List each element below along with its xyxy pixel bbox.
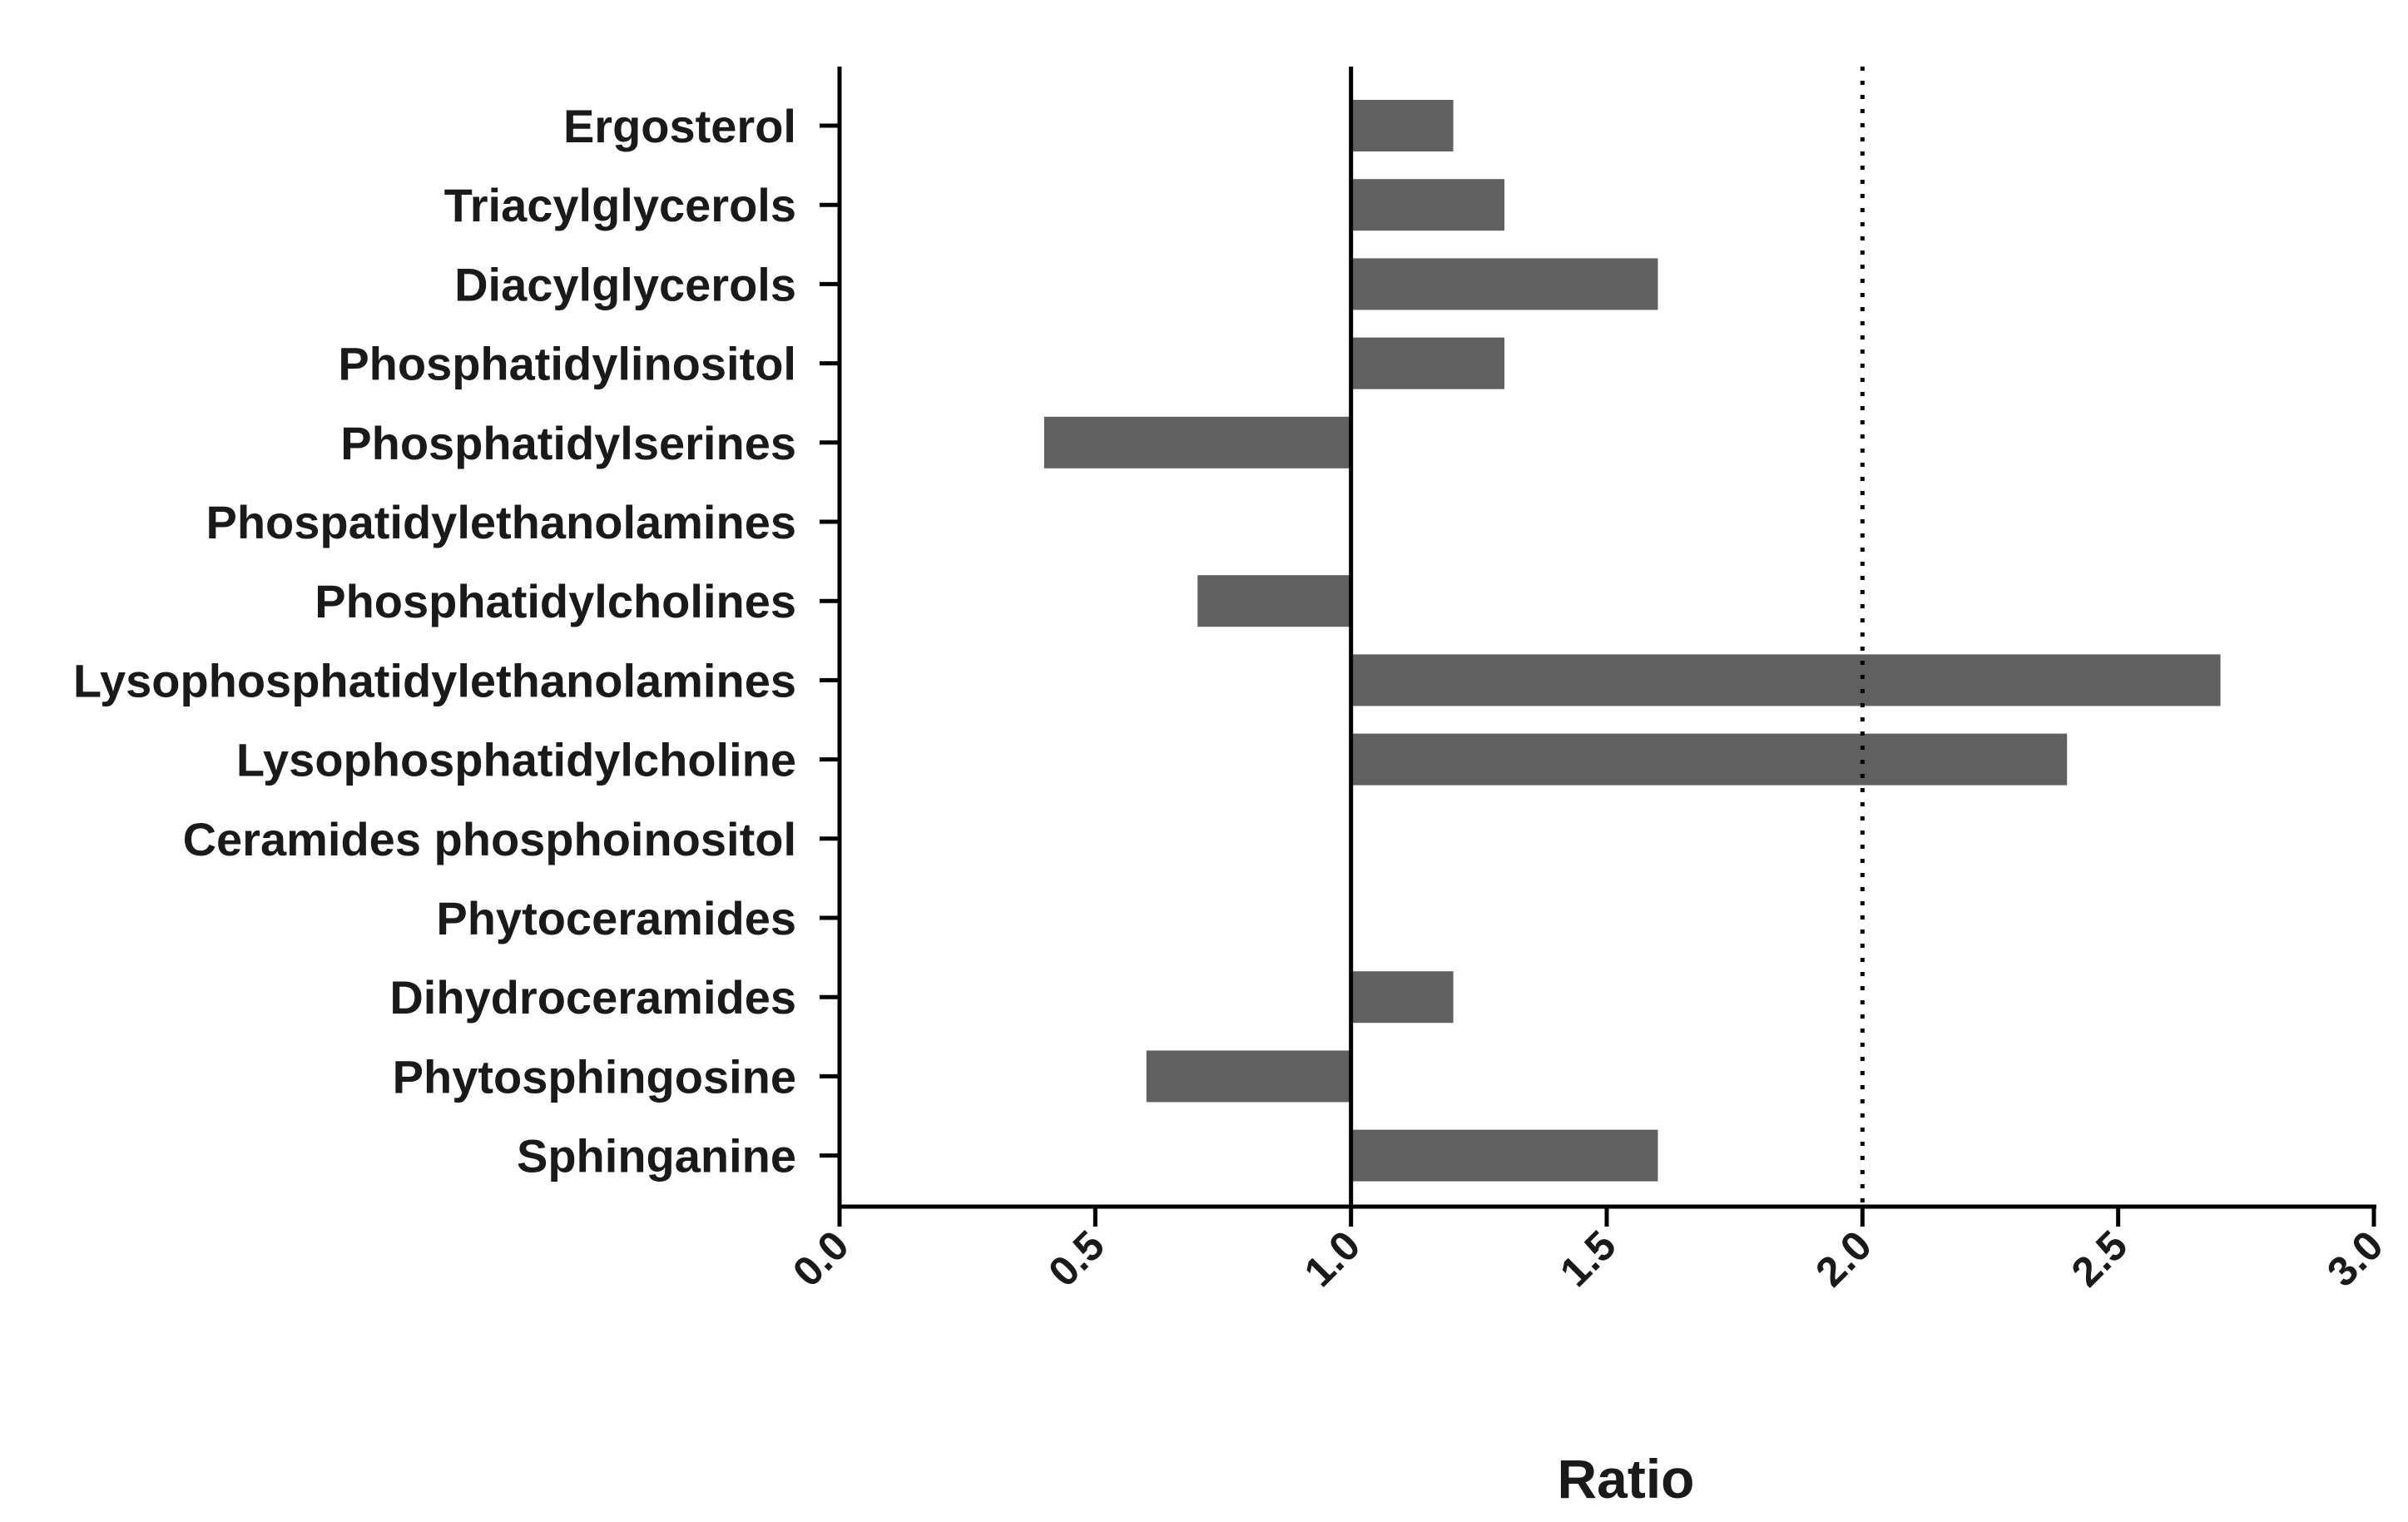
y-tick-label-ergosterol: Ergosterol <box>563 100 796 152</box>
bar-sphinganine <box>1350 1129 1658 1182</box>
y-tick-label-phytoceramides: Phytoceramides <box>436 892 796 944</box>
y-tick-label-phosphatidylcholines: Phosphatidylcholines <box>315 575 796 627</box>
reference-line-layer <box>1349 67 1865 1207</box>
y-tick-label-phospatidylethanolamines: Phospatidylethanolamines <box>206 496 797 548</box>
x-tick-label-4: 2.0 <box>1806 1222 1880 1296</box>
y-tick-label-diacylglycerols: Diacylglycerols <box>454 258 796 310</box>
x-tick-label-6: 3.0 <box>2318 1222 2392 1296</box>
x-tick-label-3: 1.5 <box>1551 1222 1625 1296</box>
bar-lysophosphatidylcholine <box>1350 733 2068 786</box>
axes-layer <box>820 67 2376 1227</box>
y-tick-label-phosphatidylserines: Phosphatidylserines <box>340 417 796 469</box>
bar-triacylglycerols <box>1350 179 1505 231</box>
y-tick-label-phosphatidylinositol: Phosphatidylinositol <box>338 338 796 390</box>
x-tick-label-5: 2.5 <box>2063 1222 2137 1296</box>
bars-layer <box>1043 100 2221 1182</box>
y-tick-label-phytosphingosine: Phytosphingosine <box>393 1050 796 1103</box>
y-tick-label-triacylglycerols: Triacylglycerols <box>444 179 796 231</box>
bar-diacylglycerols <box>1350 258 1658 310</box>
x-tick-label-2: 1.0 <box>1296 1222 1370 1296</box>
bar-ergosterol <box>1350 100 1454 151</box>
bar-phosphatidylcholines <box>1197 575 1351 627</box>
bar-dihydroceramides <box>1350 971 1454 1024</box>
x-axis-title: Ratio <box>1558 1448 1695 1510</box>
y-tick-label-ceramides-phosphoinositol: Ceramides phosphoinositol <box>183 813 796 865</box>
y-tick-label-sphinganine: Sphinganine <box>517 1130 796 1182</box>
x-tick-label-1: 0.5 <box>1039 1222 1113 1296</box>
bar-lysophosphatidylethanolamines <box>1350 654 2221 706</box>
x-tick-label-0: 0.0 <box>784 1222 858 1296</box>
bar-phosphatidylserines <box>1043 416 1351 468</box>
y-tick-label-lysophosphatidylcholine: Lysophosphatidylcholine <box>236 734 796 786</box>
bar-phosphatidylinositol <box>1350 337 1505 389</box>
y-tick-label-lysophosphatidylethanolamines: Lysophosphatidylethanolamines <box>73 654 796 706</box>
y-tick-label-dihydroceramides: Dihydroceramides <box>389 971 796 1024</box>
bar-phytosphingosine <box>1146 1050 1351 1103</box>
